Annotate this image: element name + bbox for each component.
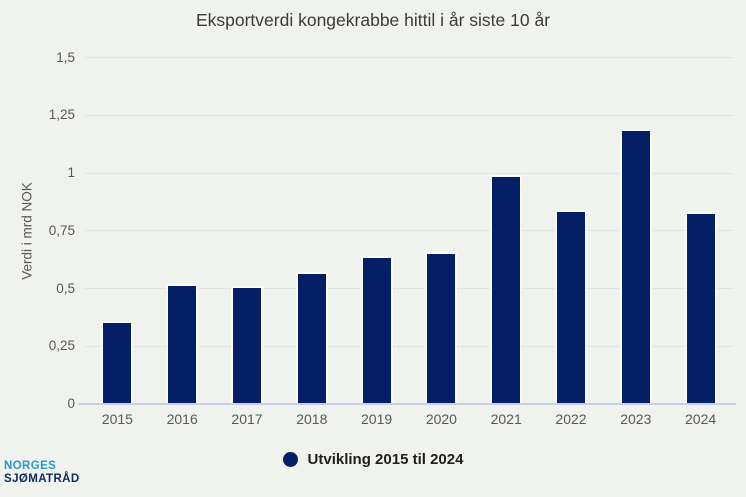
x-axis-tick-label: 2020 bbox=[425, 411, 457, 427]
norges-sjomatrad-logo: NORGES SJØMATRÅD bbox=[4, 460, 80, 485]
x-axis-tick-label: 2016 bbox=[166, 411, 198, 427]
x-axis-tick-label: 2024 bbox=[685, 411, 717, 427]
y-axis-tick-label: 0,25 bbox=[48, 338, 75, 354]
bar-2016[interactable] bbox=[166, 284, 199, 404]
y-axis-tick-label: 0,5 bbox=[56, 280, 75, 296]
x-axis-tick-label: 2015 bbox=[101, 411, 133, 427]
y-axis-tick-label: 0 bbox=[67, 396, 75, 411]
x-axis-tick-label: 2023 bbox=[620, 411, 652, 427]
bar-2018[interactable] bbox=[295, 272, 328, 404]
y-axis-tick-label: 1 bbox=[67, 165, 75, 180]
legend-label: Utvikling 2015 til 2024 bbox=[307, 451, 464, 468]
y-axis-tick-label: 1,5 bbox=[56, 49, 75, 65]
x-axis-tick-label: 2018 bbox=[296, 411, 328, 427]
x-axis-line bbox=[78, 403, 736, 405]
gridline bbox=[85, 114, 733, 116]
legend[interactable]: Utvikling 2015 til 2024 bbox=[0, 451, 746, 468]
bar-2023[interactable] bbox=[619, 129, 652, 404]
gridline bbox=[85, 57, 733, 58]
chart-title: Eksportverdi kongekrabbe hittil i år sis… bbox=[195, 10, 551, 30]
gridline bbox=[85, 172, 733, 174]
gridline bbox=[85, 288, 733, 289]
y-axis-tick-label: 0,75 bbox=[48, 222, 75, 238]
legend-marker-circle-icon bbox=[282, 452, 298, 467]
bar-2020[interactable] bbox=[425, 252, 458, 404]
x-axis-tick-label: 2022 bbox=[555, 411, 587, 427]
bar-2022[interactable] bbox=[555, 210, 587, 404]
logo-line-norges: NORGES bbox=[4, 460, 57, 472]
gridline bbox=[85, 230, 733, 232]
gridline bbox=[85, 345, 733, 347]
logo-line-sjomatrad: SJØMATRÅD bbox=[4, 472, 80, 485]
x-axis-tick-label: 2017 bbox=[231, 411, 263, 427]
bar-2024[interactable] bbox=[684, 212, 717, 404]
x-axis-tick-label: 2019 bbox=[361, 411, 393, 427]
y-axis-tick-label: 1,25 bbox=[48, 107, 75, 123]
bar-2017[interactable] bbox=[231, 286, 263, 404]
bar-2015[interactable] bbox=[101, 321, 134, 404]
bar-2019[interactable] bbox=[360, 256, 393, 404]
bar-2021[interactable] bbox=[490, 175, 523, 404]
x-axis-tick-label: 2021 bbox=[490, 411, 522, 427]
